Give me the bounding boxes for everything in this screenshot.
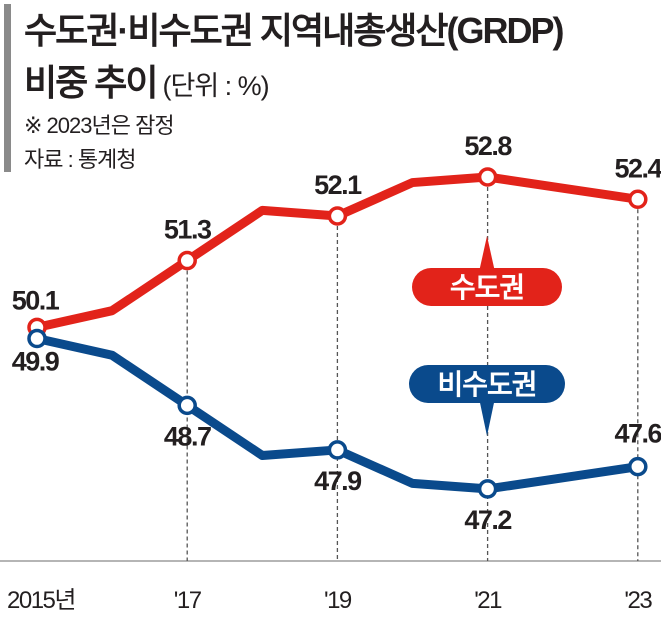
data-label: 52.4 [615,153,661,183]
data-label: 47.6 [615,419,661,449]
legend-pill-capital [412,268,562,306]
x-tick-label: '17 [174,587,202,614]
chart-title-line2: 비중 추이 (단위 : %) [24,54,270,106]
data-point [477,479,498,499]
data-point [177,395,197,416]
legend-label-noncapital: 비수도권 [437,369,536,400]
data-point [628,189,648,210]
title-accent-bar [4,4,11,172]
data-label: 50.1 [12,285,60,315]
data-point [327,440,348,460]
data-point [27,328,47,349]
data-point [628,456,648,477]
unit-label: (단위 : %) [162,71,269,101]
data-label: 49.9 [12,347,60,377]
legend-pill-noncapital [409,365,565,403]
data-label: 48.7 [164,421,211,451]
data-label: 47.2 [464,505,511,535]
callout-pointer [479,398,495,436]
data-point [177,250,197,271]
data-label: 51.3 [164,215,212,245]
provisional-note: ※ 2023년은 잠정 [24,113,175,138]
x-tick-label: 2015년 [7,587,75,614]
data-label: 52.8 [464,131,512,161]
data-label: 52.1 [314,170,362,200]
legend-label-capital: 수도권 [450,272,524,303]
data-point [327,206,348,226]
data-label: 47.9 [314,466,362,496]
callout-pointer [479,236,495,272]
source-note: 자료 : 통계청 [24,147,137,172]
chart-title: 수도권·비수도권 지역내총생산(GRDP) [24,10,565,51]
title-text: 비중 추이 [24,62,158,103]
x-tick-label: '19 [324,587,352,614]
x-tick-label: '21 [474,587,502,614]
data-point [477,167,498,187]
x-tick-label: '23 [624,587,652,614]
